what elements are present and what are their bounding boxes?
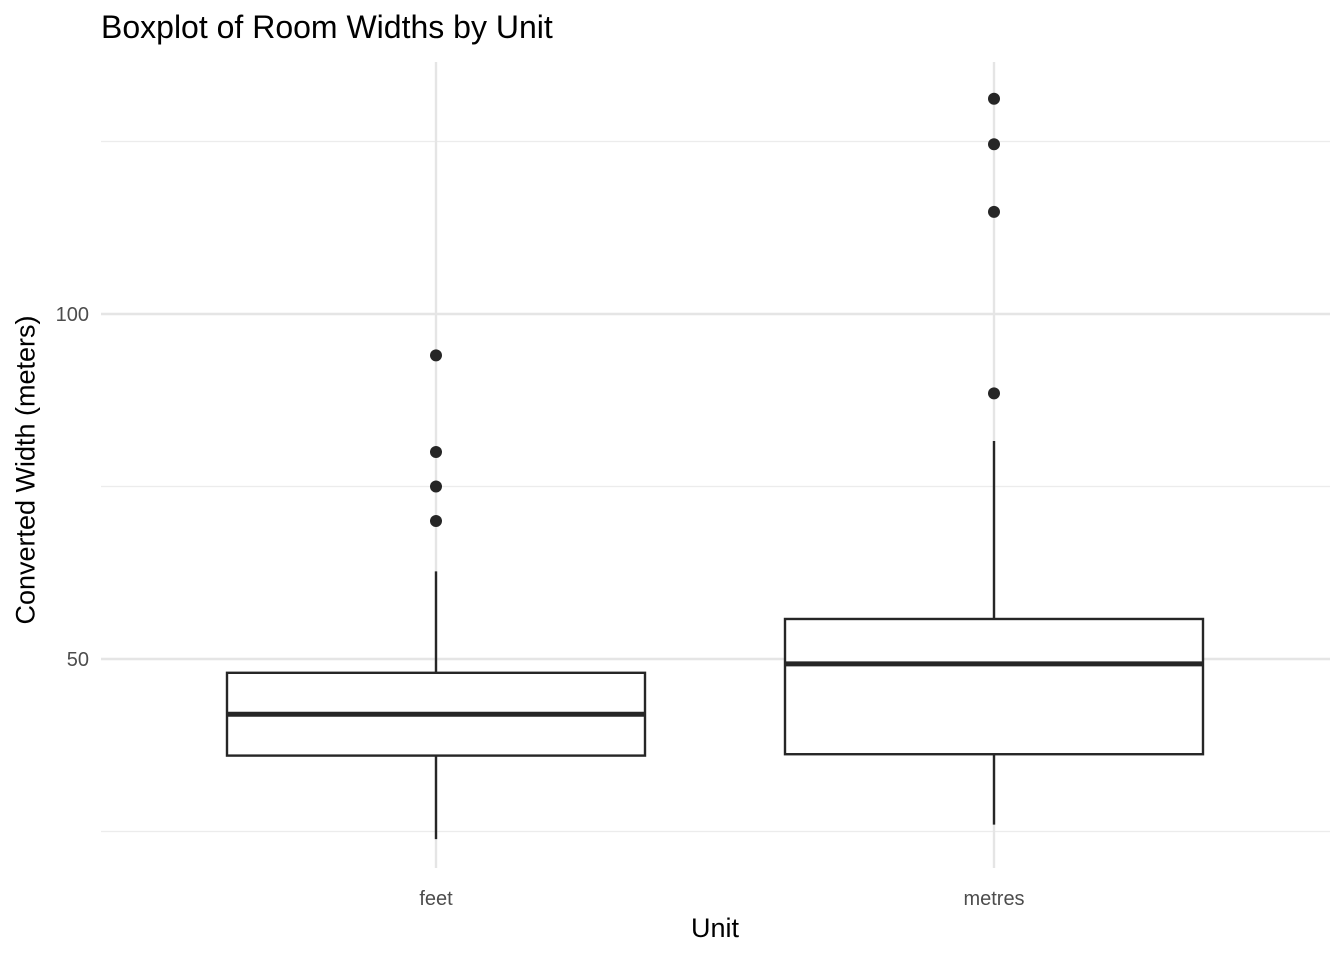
y-tick-label: 50 [67, 649, 89, 671]
outlier-point [430, 349, 442, 362]
chart-title: Boxplot of Room Widths by Unit [101, 9, 553, 45]
outlier-point [988, 205, 1000, 218]
outlier-point [430, 480, 442, 493]
outlier-point [430, 446, 442, 458]
outlier-point [988, 138, 1000, 151]
outlier-point [988, 387, 1000, 400]
x-tick-label: feet [419, 888, 453, 910]
box-iqr [783, 617, 1205, 756]
y-tick-label: 100 [56, 304, 89, 326]
outlier-point [988, 92, 1000, 105]
x-tick-label: metres [963, 888, 1024, 910]
outlier-point [430, 515, 442, 527]
x-axis-title: Unit [690, 913, 740, 943]
